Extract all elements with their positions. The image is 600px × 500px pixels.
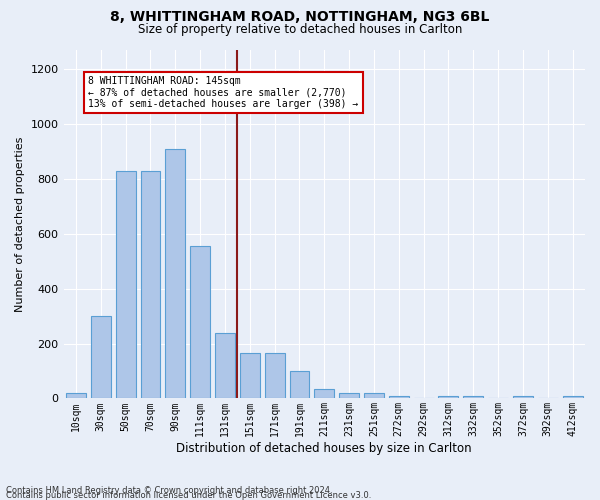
Text: 8, WHITTINGHAM ROAD, NOTTINGHAM, NG3 6BL: 8, WHITTINGHAM ROAD, NOTTINGHAM, NG3 6BL — [110, 10, 490, 24]
Bar — [190, 246, 210, 398]
Text: 8 WHITTINGHAM ROAD: 145sqm
← 87% of detached houses are smaller (2,770)
13% of s: 8 WHITTINGHAM ROAD: 145sqm ← 87% of deta… — [88, 76, 359, 110]
Text: Contains HM Land Registry data © Crown copyright and database right 2024.: Contains HM Land Registry data © Crown c… — [6, 486, 332, 495]
Bar — [290, 371, 310, 398]
Bar — [265, 353, 284, 399]
Bar — [91, 316, 111, 398]
Bar — [513, 396, 533, 398]
Bar — [215, 332, 235, 398]
Text: Contains public sector information licensed under the Open Government Licence v3: Contains public sector information licen… — [6, 491, 371, 500]
Bar — [140, 170, 160, 398]
Bar — [66, 393, 86, 398]
Bar — [116, 170, 136, 398]
X-axis label: Distribution of detached houses by size in Carlton: Distribution of detached houses by size … — [176, 442, 472, 455]
Bar — [389, 396, 409, 398]
Bar — [364, 393, 384, 398]
Bar — [166, 149, 185, 398]
Bar — [240, 353, 260, 399]
Bar — [463, 396, 483, 398]
Bar — [563, 396, 583, 398]
Bar — [439, 396, 458, 398]
Text: Size of property relative to detached houses in Carlton: Size of property relative to detached ho… — [138, 22, 462, 36]
Bar — [314, 389, 334, 398]
Y-axis label: Number of detached properties: Number of detached properties — [15, 136, 25, 312]
Bar — [339, 393, 359, 398]
